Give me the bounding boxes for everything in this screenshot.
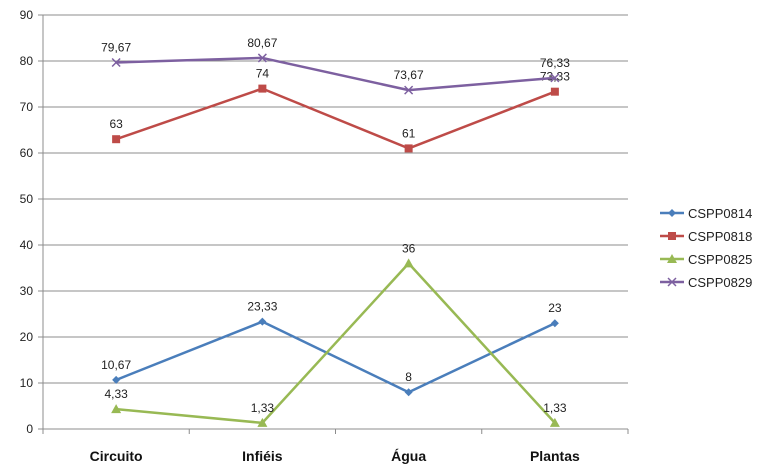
y-tick-label: 80 xyxy=(20,54,34,68)
legend-item: CSPP0829 xyxy=(660,275,752,290)
legend-label: CSPP0829 xyxy=(688,275,752,290)
legend-label: CSPP0818 xyxy=(688,229,752,244)
data-label: 79,67 xyxy=(101,41,131,55)
data-label: 76,33 xyxy=(540,56,570,70)
data-label: 1,33 xyxy=(251,401,275,415)
data-point xyxy=(550,73,560,83)
data-label: 61 xyxy=(402,126,416,140)
y-tick-label: 30 xyxy=(20,284,34,298)
legend-marker xyxy=(668,209,676,217)
marker-x-stroke xyxy=(257,53,267,63)
data-point xyxy=(404,85,414,95)
legend-marker xyxy=(667,254,677,263)
data-label: 74 xyxy=(256,67,270,81)
y-tick-label: 90 xyxy=(20,8,34,22)
y-axis: 0 10 20 30 40 50 60 70 80 90 xyxy=(20,8,44,436)
marker-x-stroke xyxy=(550,73,560,83)
data-label: 1,33 xyxy=(543,401,567,415)
y-tick-label: 60 xyxy=(20,146,34,160)
legend-item: CSPP0818 xyxy=(660,229,752,244)
legend-label: CSPP0814 xyxy=(688,206,752,221)
legend-label: CSPP0825 xyxy=(688,252,752,267)
data-point xyxy=(403,258,414,268)
data-point xyxy=(257,417,268,427)
data-point xyxy=(404,388,413,397)
marker-x-stroke xyxy=(111,57,121,68)
y-tick-label: 40 xyxy=(20,238,34,252)
data-label: 8 xyxy=(405,370,412,384)
legend-marker xyxy=(668,232,676,240)
data-point xyxy=(112,135,121,144)
y-tick-label: 50 xyxy=(20,192,34,206)
legend: CSPP0814 CSPP0818 CSPP0825 CSPP0829 xyxy=(660,206,752,290)
x-tick-label: Plantas xyxy=(530,448,580,464)
series-CSPP0829: 79,67 80,67 73,67 76,33 xyxy=(101,36,570,95)
data-label: 10,67 xyxy=(101,358,131,372)
data-label: 80,67 xyxy=(247,36,277,50)
y-tick-label: 70 xyxy=(20,100,34,114)
data-point xyxy=(550,87,559,96)
y-tick-label: 0 xyxy=(26,422,33,436)
data-point xyxy=(111,57,121,68)
legend-item: CSPP0814 xyxy=(660,206,752,221)
series-line xyxy=(115,320,556,394)
data-label: 23 xyxy=(548,301,562,315)
marker-x-stroke xyxy=(404,85,414,95)
data-point xyxy=(404,144,413,153)
legend-item: CSPP0825 xyxy=(660,252,752,267)
data-point xyxy=(112,375,121,384)
series-line xyxy=(115,87,556,150)
data-label: 36 xyxy=(402,241,416,255)
marker-x-stroke xyxy=(667,277,677,287)
series-line xyxy=(116,56,555,92)
data-point xyxy=(111,404,122,414)
series-line xyxy=(116,262,556,425)
data-label: 23,33 xyxy=(247,300,277,314)
data-point xyxy=(257,53,267,63)
data-point xyxy=(550,319,559,328)
data-point xyxy=(549,417,560,427)
legend-marker xyxy=(667,277,677,287)
x-tick-label: Infiéis xyxy=(242,448,283,464)
x-tick-label: Circuito xyxy=(90,448,143,464)
y-tick-label: 10 xyxy=(20,376,34,390)
data-point xyxy=(258,84,267,93)
x-tick-label: Água xyxy=(391,448,426,464)
series-CSPP0814: 10,67 23,33 8 23 xyxy=(101,300,562,397)
data-point xyxy=(258,317,267,326)
gridlines xyxy=(43,14,628,384)
y-tick-label: 20 xyxy=(20,330,34,344)
data-label: 4,33 xyxy=(104,387,128,401)
data-label: 73,67 xyxy=(394,68,424,82)
x-axis: Circuito Infiéis Água Plantas xyxy=(42,428,629,464)
data-label: 63 xyxy=(109,117,123,131)
series-CSPP0825: 4,33 1,33 36 1,33 xyxy=(104,241,567,427)
plot-area: 10,6723,3382363746173,334,331,33361,3379… xyxy=(101,36,570,427)
